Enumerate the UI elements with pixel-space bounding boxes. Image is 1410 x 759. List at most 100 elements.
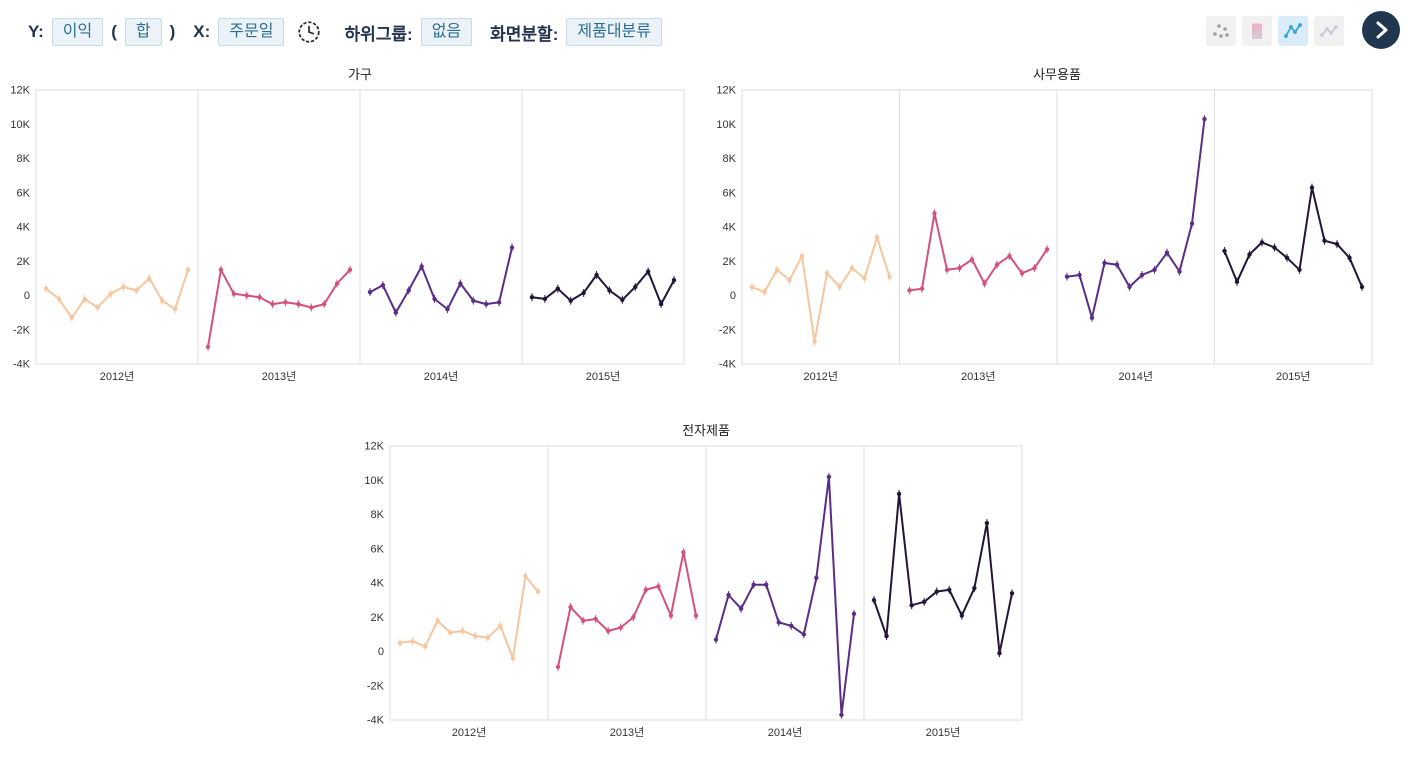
data-point[interactable]	[1089, 315, 1095, 320]
data-point[interactable]	[496, 300, 502, 305]
data-point[interactable]	[631, 615, 636, 620]
data-point[interactable]	[422, 644, 428, 649]
data-point[interactable]	[1177, 269, 1182, 274]
data-point[interactable]	[1259, 240, 1265, 245]
data-point[interactable]	[645, 269, 651, 274]
data-point[interactable]	[1077, 272, 1082, 278]
data-point[interactable]	[529, 295, 535, 300]
data-point[interactable]	[483, 301, 489, 307]
data-point[interactable]	[668, 613, 674, 618]
data-point[interactable]	[432, 296, 437, 302]
time-icon[interactable]	[296, 19, 322, 45]
data-point[interactable]	[580, 618, 586, 623]
series-line[interactable]	[531, 270, 675, 306]
data-point[interactable]	[1032, 265, 1037, 271]
data-point[interactable]	[1202, 116, 1207, 122]
data-point[interactable]	[1284, 255, 1290, 261]
data-point[interactable]	[568, 298, 573, 303]
data-point[interactable]	[473, 633, 478, 639]
data-point[interactable]	[458, 281, 463, 286]
data-point[interactable]	[244, 293, 249, 298]
data-point[interactable]	[1334, 241, 1340, 247]
data-point[interactable]	[1044, 247, 1050, 252]
data-point[interactable]	[69, 315, 75, 320]
data-point[interactable]	[726, 592, 731, 598]
area-chart-icon[interactable]	[1314, 16, 1344, 46]
data-point[interactable]	[1297, 267, 1302, 273]
data-point[interactable]	[380, 283, 386, 288]
data-point[interactable]	[1322, 238, 1327, 243]
data-point[interactable]	[1114, 262, 1120, 267]
data-point[interactable]	[1189, 221, 1195, 226]
data-point[interactable]	[851, 611, 857, 617]
chart-office-supplies[interactable]: 사무용품 12K 10K 8K 6K 4K 2K 0 -2K -4K 2012년 2013년 2014년…	[706, 66, 1378, 388]
data-point[interactable]	[205, 344, 211, 350]
data-point[interactable]	[934, 589, 939, 594]
data-point[interactable]	[671, 277, 677, 283]
data-point[interactable]	[568, 604, 573, 610]
data-point[interactable]	[907, 288, 912, 293]
data-point[interactable]	[1359, 284, 1365, 290]
data-point[interactable]	[1309, 185, 1315, 190]
data-point[interactable]	[814, 575, 819, 581]
data-point[interactable]	[763, 582, 769, 587]
x-field-button[interactable]: 주문일	[218, 17, 285, 47]
data-point[interactable]	[1247, 252, 1252, 257]
data-point[interactable]	[799, 253, 805, 259]
data-point[interactable]	[95, 305, 100, 310]
data-point[interactable]	[839, 712, 844, 718]
data-point[interactable]	[147, 276, 152, 281]
data-point[interactable]	[1139, 272, 1145, 278]
next-arrow-button[interactable]	[1362, 11, 1400, 49]
data-point[interactable]	[826, 474, 832, 480]
data-point[interactable]	[837, 284, 842, 290]
series-line[interactable]	[207, 268, 351, 348]
data-point[interactable]	[871, 597, 877, 603]
data-point[interactable]	[121, 284, 126, 290]
data-point[interactable]	[185, 267, 191, 273]
data-point[interactable]	[947, 587, 952, 593]
series-line[interactable]	[1223, 186, 1363, 288]
data-point[interactable]	[555, 664, 561, 670]
data-point[interactable]	[909, 603, 914, 608]
data-point[interactable]	[896, 491, 902, 497]
data-point[interactable]	[919, 286, 925, 291]
data-point[interactable]	[283, 300, 288, 305]
data-point[interactable]	[218, 267, 224, 273]
series-line[interactable]	[45, 268, 189, 319]
data-point[interactable]	[762, 289, 767, 295]
data-point[interactable]	[435, 618, 440, 623]
series-line[interactable]	[751, 236, 891, 343]
data-point[interactable]	[445, 307, 450, 312]
data-point[interactable]	[347, 267, 353, 273]
data-point[interactable]	[643, 587, 649, 593]
data-point[interactable]	[749, 284, 755, 290]
data-point[interactable]	[535, 589, 541, 594]
data-point[interactable]	[1272, 245, 1277, 250]
bar-chart-icon[interactable]	[1242, 16, 1272, 46]
data-point[interactable]	[751, 582, 756, 587]
data-point[interactable]	[471, 298, 476, 303]
data-point[interactable]	[419, 264, 424, 269]
data-point[interactable]	[485, 635, 491, 640]
data-point[interactable]	[994, 262, 1000, 267]
data-point[interactable]	[460, 628, 465, 634]
data-point[interactable]	[959, 613, 965, 618]
data-point[interactable]	[884, 633, 889, 639]
data-point[interactable]	[656, 584, 661, 589]
series-line[interactable]	[908, 212, 1048, 292]
data-point[interactable]	[801, 632, 807, 637]
data-point[interactable]	[789, 623, 794, 629]
data-point[interactable]	[134, 288, 139, 293]
data-point[interactable]	[982, 281, 987, 286]
data-point[interactable]	[984, 520, 990, 526]
data-point[interactable]	[849, 265, 855, 271]
data-point[interactable]	[309, 305, 314, 310]
subgroup-value-button[interactable]: 없음	[420, 17, 473, 47]
series-line[interactable]	[369, 246, 513, 314]
data-point[interactable]	[887, 274, 892, 279]
data-point[interactable]	[1009, 591, 1015, 596]
data-point[interactable]	[1234, 279, 1240, 284]
data-point[interactable]	[824, 271, 830, 276]
data-point[interactable]	[1064, 274, 1070, 279]
